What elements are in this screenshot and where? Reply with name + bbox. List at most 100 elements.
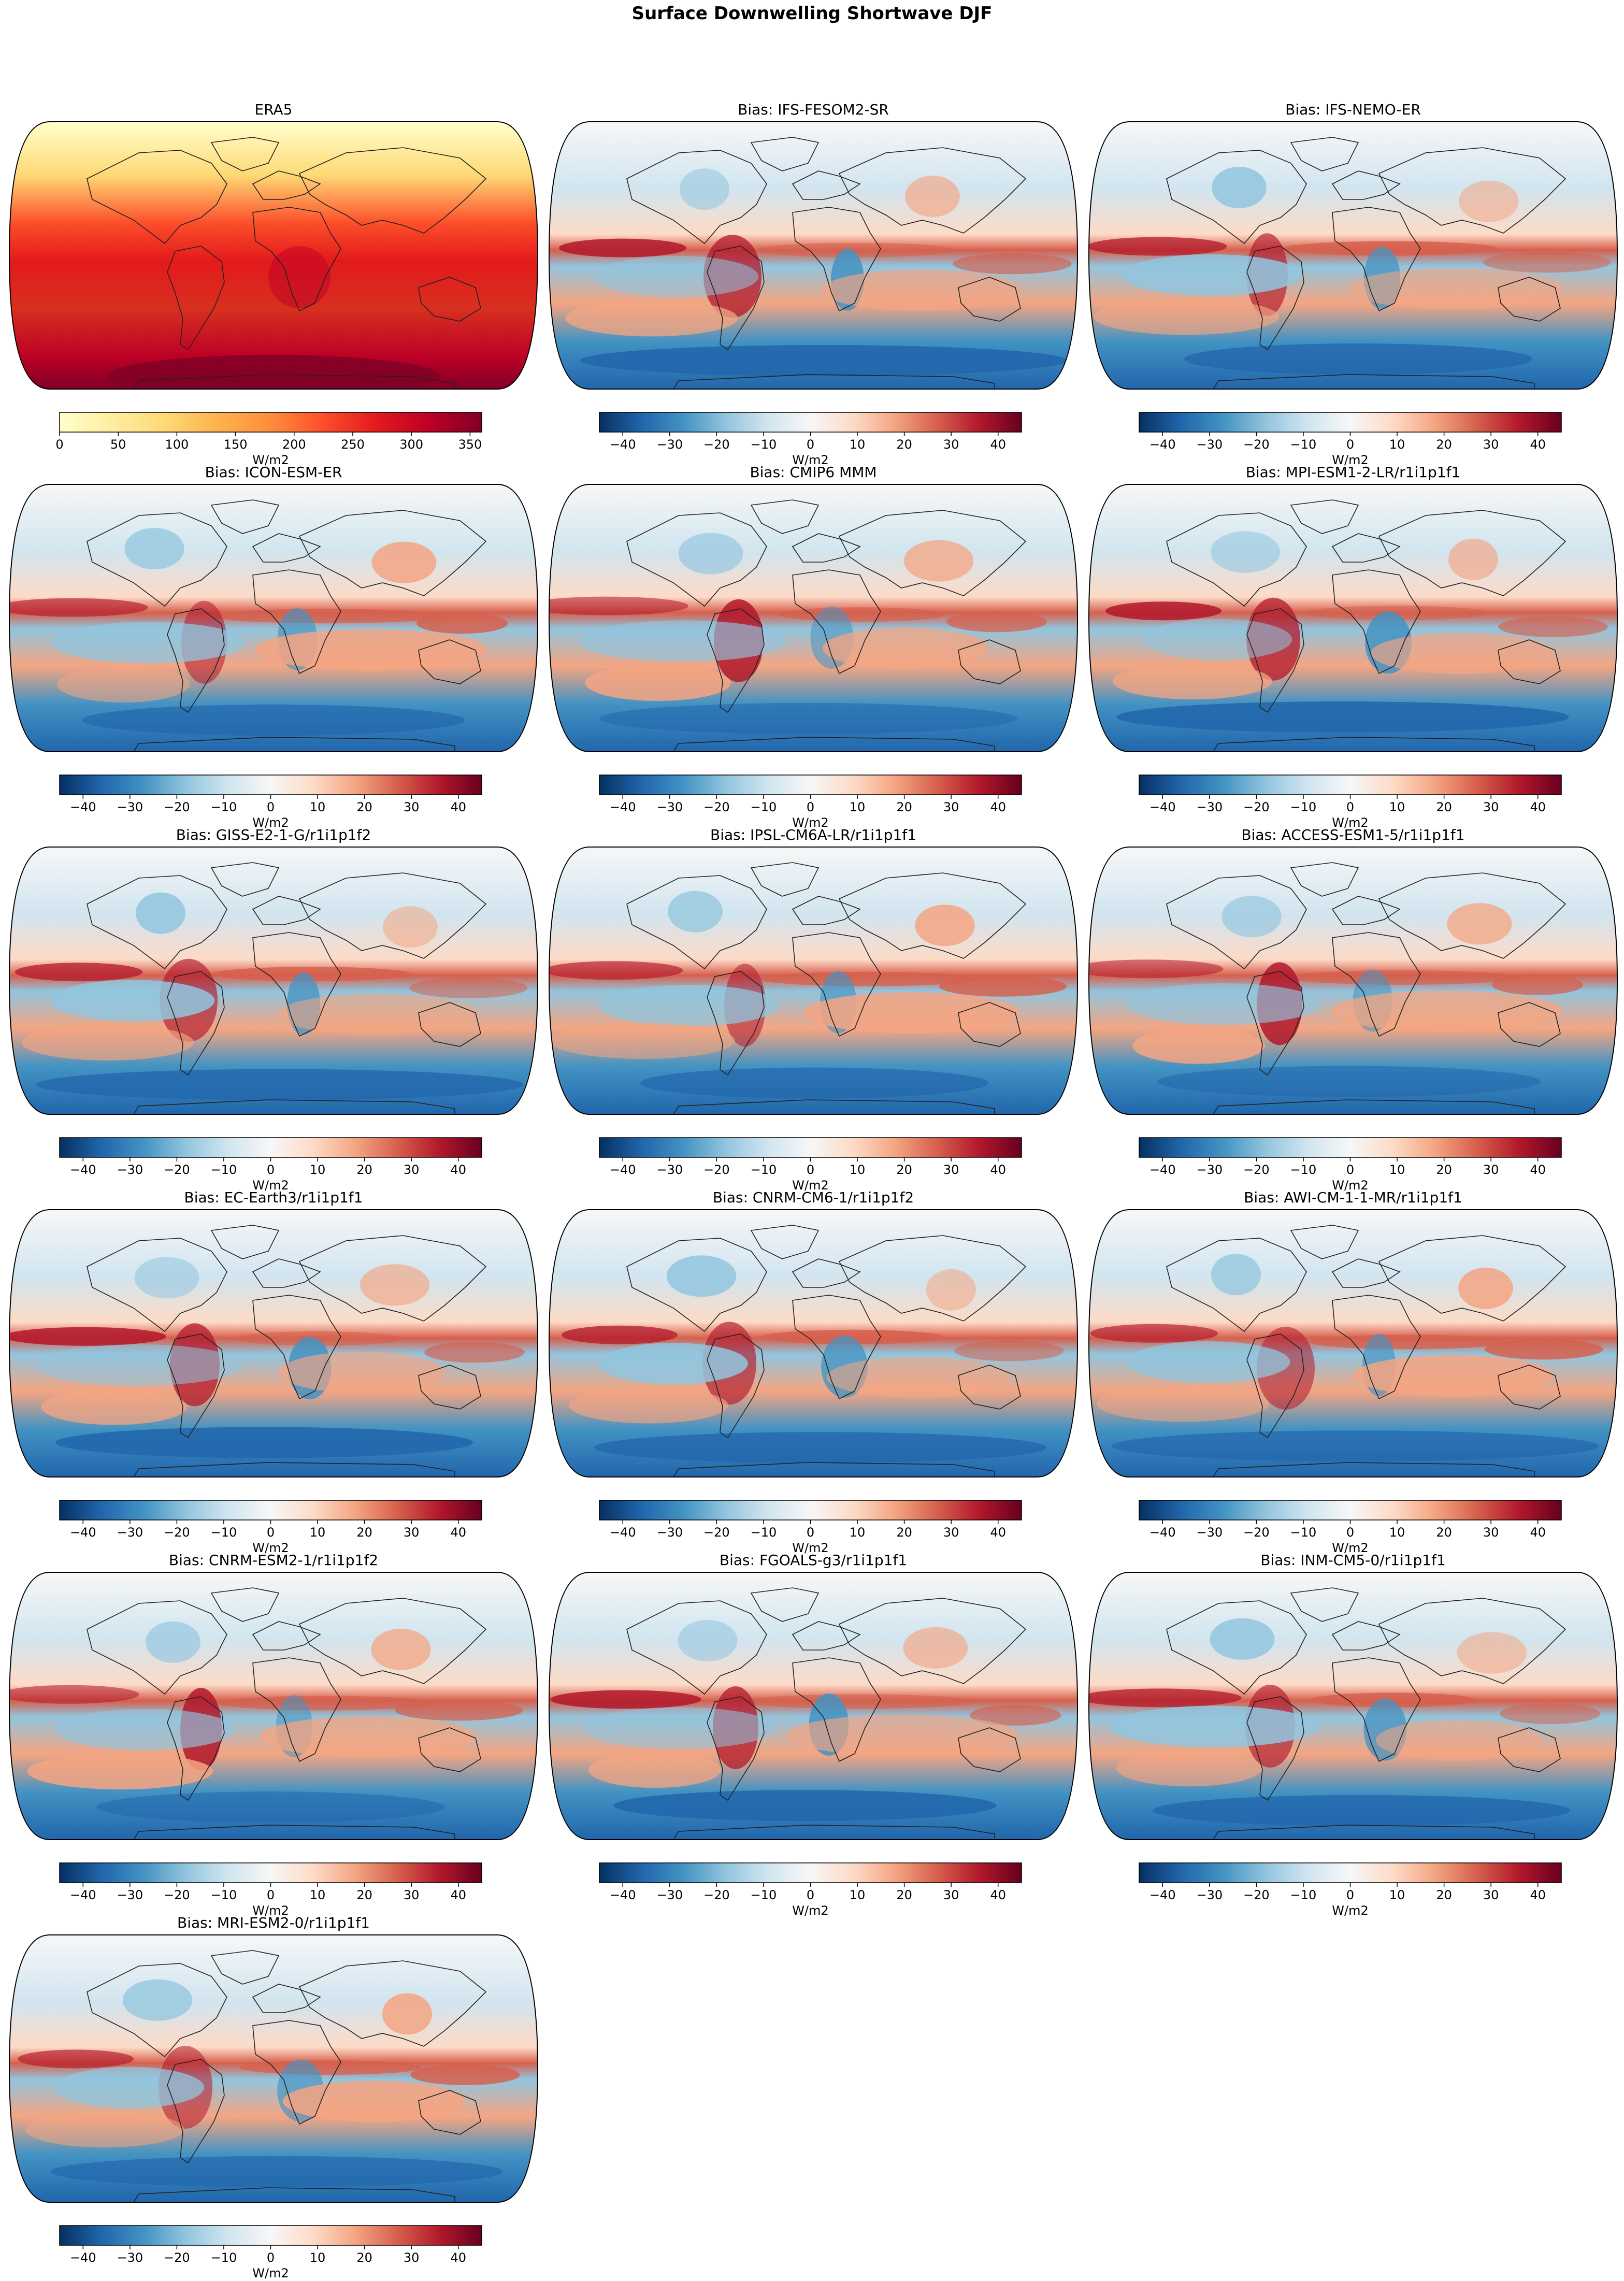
coastline — [792, 896, 861, 925]
coastline — [707, 971, 765, 1076]
coastline — [133, 1462, 455, 1477]
bias-region — [1458, 1267, 1513, 1309]
colorbar-label: W/m2 — [792, 453, 828, 467]
robinson-map — [548, 121, 1079, 390]
panel-title: Bias: ACCESS-ESM1-5/r1i1p1f1 — [1241, 826, 1464, 843]
robinson-map — [1088, 1209, 1618, 1477]
bias-region — [410, 2064, 520, 2085]
map-boundary — [548, 121, 1079, 390]
map-panel: Bias: CMIP6 MMM −40 −30 −20 −10 0 10 20 30 40 W/m2 — [548, 464, 1079, 830]
coastline — [298, 1598, 487, 1684]
colorbar-tick-label: −20 — [164, 2250, 190, 2265]
coastline — [252, 1657, 341, 1762]
coastline — [167, 608, 225, 713]
colorbar-tick-label: −20 — [703, 437, 730, 452]
colorbar-scale — [599, 1862, 1022, 1883]
map-panel: Bias: ICON-ESM-ER −40 −30 −20 −10 0 10 20 30 40 W/… — [8, 464, 539, 830]
map-boundary — [1088, 484, 1618, 752]
colorbar-tick-label: 0 — [267, 800, 275, 814]
colorbar: −40 −30 −20 −10 0 10 20 30 40 W/m2 — [1139, 412, 1562, 467]
bias-region — [827, 1356, 1009, 1398]
bias-region — [1448, 538, 1498, 580]
colorbar: −40 −30 −20 −10 0 10 20 30 40 W/m2 — [599, 1137, 1022, 1193]
colorbar: −40 −30 −20 −10 0 10 20 30 40 W/m2 — [1139, 1862, 1562, 1918]
coastline — [418, 2090, 481, 2135]
colorbar-tick-label: −30 — [657, 1888, 683, 1902]
bias-region — [146, 1621, 200, 1663]
panel-title: Bias: IFS-NEMO-ER — [1285, 101, 1421, 118]
colorbar-tick-label: 30 — [943, 1888, 959, 1902]
bias-region — [9, 1327, 166, 1346]
colorbar-tick-label: −10 — [751, 1525, 777, 1540]
coastline — [958, 1727, 1021, 1772]
coastline — [1212, 1462, 1535, 1477]
coastline — [1331, 170, 1401, 200]
colorbar-tick-label: −20 — [1243, 1163, 1270, 1177]
coastline — [1246, 1333, 1304, 1439]
bias-region — [235, 1331, 401, 1346]
panel-title: Bias: MRI-ESM2-0/r1i1p1f1 — [177, 1914, 370, 1931]
bias-region — [1457, 1632, 1527, 1674]
colorbar-tick-label: 20 — [896, 437, 912, 452]
bias-region — [9, 1685, 139, 1704]
colorbar: −40 −30 −20 −10 0 10 20 30 40 W/m2 — [59, 774, 482, 830]
colorbar-tick-label: 20 — [356, 1163, 372, 1177]
colorbar-tick-label: 10 — [1389, 1888, 1405, 1902]
bias-region — [1152, 1795, 1571, 1826]
bias-region — [18, 2049, 134, 2069]
coastline — [672, 737, 995, 752]
coastline — [87, 1238, 227, 1332]
colorbar-tick-label: −30 — [117, 800, 143, 814]
colorbar-tick-label: 20 — [356, 1525, 372, 1540]
coastline — [792, 569, 881, 675]
map-panel: Bias: IFS-FESOM2-SR −40 −30 −20 −10 0 10 20 30 40… — [548, 101, 1079, 467]
bias-region — [50, 2156, 503, 2187]
colorbar-tick-label: 10 — [1389, 437, 1405, 452]
colorbar-scale — [599, 412, 1022, 433]
bias-region — [569, 1387, 728, 1424]
colorbar-tick-label: −10 — [211, 2250, 237, 2265]
coastline — [252, 2020, 341, 2125]
bias-region — [760, 971, 976, 986]
bias-region — [34, 1344, 243, 1386]
colorbar-scale — [1139, 1862, 1562, 1883]
coastline — [707, 608, 765, 713]
colorbar-tick-label: 10 — [310, 800, 326, 814]
bias-region — [1126, 983, 1321, 1025]
coastline — [418, 1727, 481, 1772]
coastline — [210, 1225, 280, 1259]
colorbar-scale — [599, 1137, 1022, 1158]
bias-region — [756, 242, 955, 257]
bias-region — [371, 1628, 431, 1670]
coastline — [838, 510, 1027, 596]
colorbar-scale — [59, 1862, 482, 1883]
coastline — [750, 499, 820, 534]
colorbar-tick-label: 10 — [850, 1525, 866, 1540]
colorbar-tick-label: −30 — [657, 437, 683, 452]
coastline — [626, 875, 767, 970]
coastline — [626, 512, 767, 607]
bias-region — [954, 1340, 1064, 1361]
colorbar-tick-label: 10 — [310, 1163, 326, 1177]
coastline — [252, 170, 321, 200]
colorbar-tick-label: 40 — [990, 1525, 1006, 1540]
colorbar-label: W/m2 — [792, 815, 828, 830]
colorbar-tick-label: −40 — [610, 800, 636, 814]
bias-region — [51, 622, 246, 664]
colorbar-tick-label: 40 — [990, 1888, 1006, 1902]
coastline — [1166, 512, 1307, 607]
coastline — [298, 1235, 487, 1322]
field-region — [108, 355, 439, 389]
bias-region — [549, 596, 688, 615]
coastline — [252, 569, 341, 675]
coastline — [707, 246, 765, 351]
coastline — [298, 1960, 487, 2047]
colorbar-tick-label: 40 — [1530, 1525, 1546, 1540]
bias-region — [640, 1067, 988, 1099]
colorbar: −40 −30 −20 −10 0 10 20 30 40 W/m2 — [1139, 774, 1562, 830]
coastline — [252, 1258, 321, 1288]
coastline — [792, 533, 861, 563]
bias-region — [761, 1329, 944, 1344]
colorbar-tick-label: 150 — [224, 437, 248, 452]
coastline — [133, 2187, 455, 2202]
